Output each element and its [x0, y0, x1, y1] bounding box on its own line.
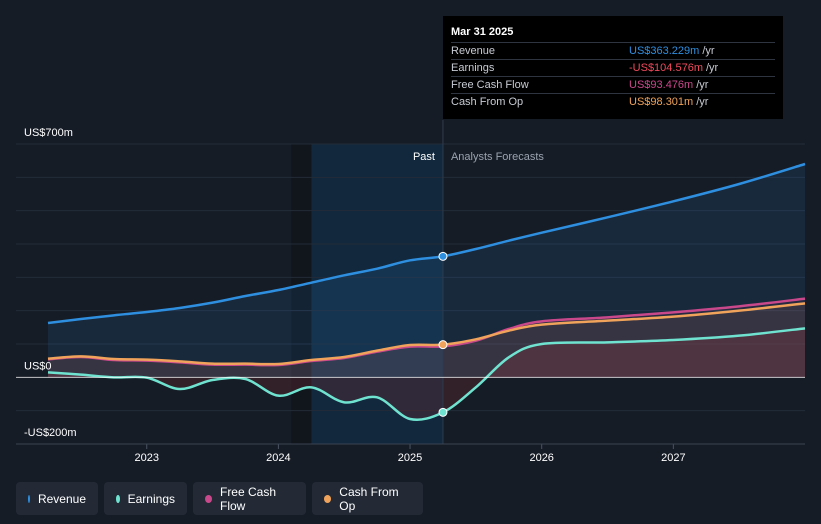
- x-tick-label: 2025: [398, 452, 422, 464]
- tooltip-row-cash-from-op: Cash From Op US$98.301m /yr: [451, 93, 775, 110]
- tooltip-row-earnings: Earnings -US$104.576m /yr: [451, 59, 775, 76]
- y-axis-labels: US$700m US$0 -US$200m: [24, 127, 77, 439]
- past-label: Past: [413, 151, 435, 163]
- revenue-area: [48, 164, 805, 378]
- legend: Revenue Earnings Free Cash Flow Cash Fro…: [16, 482, 423, 515]
- tooltip-unit: /yr: [696, 79, 709, 91]
- y-tick-label: US$700m: [24, 127, 73, 139]
- series-lines: [47, 162, 806, 422]
- tooltip-value: US$363.229m: [629, 45, 700, 57]
- tooltip-unit: /yr: [702, 45, 715, 57]
- x-tick-label: 2027: [661, 452, 685, 464]
- legend-item-free-cash-flow[interactable]: Free Cash Flow: [193, 482, 306, 515]
- earnings-marker: [438, 407, 448, 417]
- tooltip-row-free-cash-flow: Free Cash Flow US$93.476m /yr: [451, 76, 775, 93]
- free-cash-flow-dot-icon: [205, 494, 212, 503]
- highlight-markers: [438, 251, 448, 417]
- tooltip-label: Revenue: [451, 45, 496, 57]
- shaded-region: [311, 144, 443, 444]
- tooltip-row-revenue: Revenue US$363.229m /yr: [451, 42, 775, 59]
- free-cash-flow-area: [48, 298, 805, 378]
- tooltip-label: Free Cash Flow: [451, 79, 529, 91]
- legend-item-cash-from-op[interactable]: Cash From Op: [312, 482, 423, 515]
- legend-label: Free Cash Flow: [219, 484, 277, 513]
- forecast-label: Analysts Forecasts: [451, 151, 544, 163]
- revenue-marker: [438, 251, 448, 261]
- legend-label: Revenue: [37, 491, 86, 506]
- y-tick-label: -US$200m: [24, 427, 77, 439]
- x-tick-label: 2024: [266, 452, 290, 464]
- tooltip-unit: /yr: [706, 62, 719, 74]
- x-tick-label: 2026: [529, 452, 553, 464]
- cash-from-op-line: [47, 302, 806, 366]
- cash-from-op-dot-icon: [324, 494, 332, 503]
- tooltip-label: Cash From Op: [451, 96, 524, 108]
- tooltip-unit: /yr: [696, 96, 709, 108]
- chart: Past Analysts Forecasts US$700m US$0 -US$2…: [16, 120, 806, 464]
- series-areas: [48, 164, 805, 420]
- legend-item-revenue[interactable]: Revenue: [16, 482, 98, 515]
- tooltip-label: Earnings: [451, 62, 495, 74]
- revenue-line: [47, 162, 806, 325]
- tooltip: Mar 31 2025 Revenue US$363.229m /yr Earn…: [443, 16, 783, 119]
- tooltip-value: US$98.301m: [629, 96, 694, 108]
- legend-label: Cash From Op: [339, 484, 399, 513]
- revenue-dot-icon: [28, 494, 30, 503]
- earnings-dot-icon: [116, 494, 120, 503]
- legend-item-earnings[interactable]: Earnings: [104, 482, 187, 515]
- dark-region: [291, 144, 312, 444]
- earnings-line: [47, 327, 806, 422]
- earnings-area: [48, 328, 805, 420]
- y-tick-label: US$0: [24, 360, 52, 372]
- tooltip-date: Mar 31 2025: [451, 26, 514, 38]
- tooltip-value: US$93.476m: [629, 79, 694, 91]
- tooltip-value: -US$104.576m: [629, 62, 703, 74]
- x-tick-label: 2023: [134, 452, 158, 464]
- x-axis-labels: 2023 2024 2025 2026 2027: [16, 443, 805, 464]
- legend-label: Earnings: [127, 491, 175, 506]
- cash-from-op-marker: [438, 340, 448, 350]
- cash-from-op-area: [48, 303, 805, 378]
